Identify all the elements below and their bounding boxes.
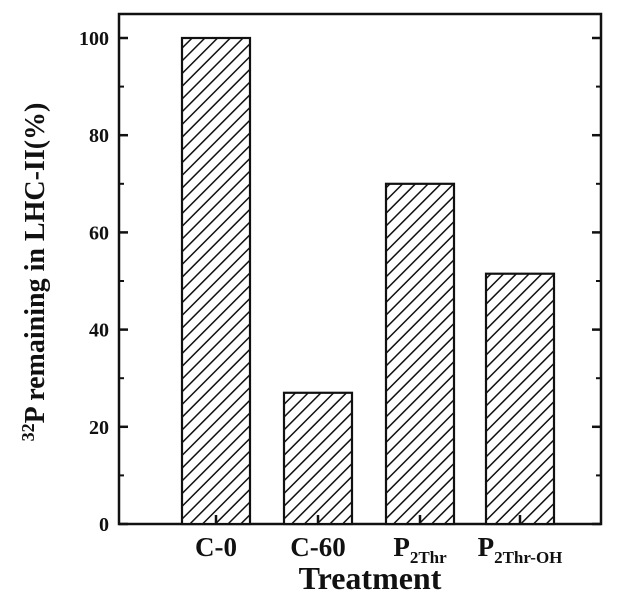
bar	[484, 272, 556, 526]
x-tick-label: P2Thr	[393, 532, 447, 567]
x-tick-label: P2Thr-OH	[478, 532, 563, 567]
y-tick-label: 80	[89, 125, 109, 147]
x-tick-label: C-60	[290, 532, 346, 562]
y-axis-title-sup: 32	[18, 423, 38, 441]
y-tick-label: 100	[79, 28, 109, 50]
bar	[180, 36, 252, 526]
y-tick-label: 20	[89, 417, 109, 439]
bar	[282, 391, 354, 526]
y-tick-label: 40	[89, 320, 109, 342]
x-axis-title: Treatment	[299, 560, 442, 596]
x-tick-label: C-0	[195, 532, 237, 562]
y-tick-label: 60	[89, 222, 109, 244]
plot-area: 0 20 40 60 80 100 C-0 C-60 P2Thr P2Thr-OH	[79, 12, 603, 567]
y-tick-label: 0	[99, 514, 109, 536]
bar	[384, 182, 456, 526]
y-axis-title-main: P remaining in LHC-II(%)	[20, 103, 51, 424]
plot-frame	[117, 12, 603, 526]
y-axis-title: 32P remaining in LHC-II(%)	[18, 103, 51, 442]
